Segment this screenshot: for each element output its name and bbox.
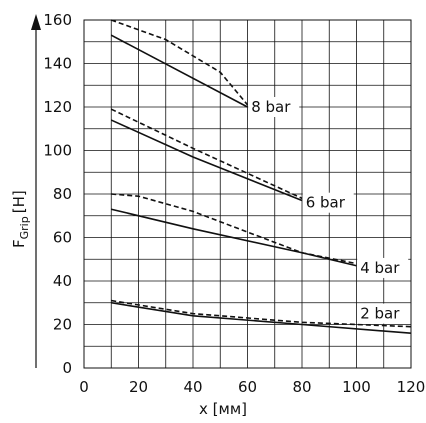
- y-axis-title-unit: [H]: [10, 190, 28, 213]
- pressure-label-bg: [248, 97, 300, 117]
- curve-2-bar-solid: [111, 301, 412, 334]
- y-axis-title: FGrip [H]: [10, 190, 31, 248]
- x-axis-title: x [мм]: [199, 400, 247, 418]
- tick-labels: 0 20 40 60 80 100 120 0 20 40 60 80 100 120 140 160: [43, 11, 425, 396]
- curves: [110, 19, 412, 334]
- pressure-label-bg: [302, 192, 354, 213]
- pressure-label: 4 bar: [357, 257, 409, 278]
- pressure-label-text: 4 bar: [360, 259, 400, 277]
- y-tick-label: 20: [53, 316, 72, 334]
- curve-4-bar-dashed: [111, 193, 357, 265]
- x-tick-label: 120: [397, 378, 426, 396]
- y-tick-label: 80: [53, 185, 72, 203]
- y-tick-label: 120: [43, 98, 72, 116]
- y-tick-label: 40: [53, 272, 72, 290]
- x-tick-label: 20: [129, 378, 148, 396]
- pressure-label-bg: [357, 303, 409, 324]
- pressure-labels: 8 bar 6 bar 4 bar 2 bar: [248, 97, 409, 324]
- y-axis-title-sub: Grip: [18, 216, 31, 239]
- pressure-label: 2 bar: [357, 303, 409, 324]
- y-tick-label: 0: [62, 359, 72, 377]
- pressure-label-text: 2 bar: [360, 305, 400, 323]
- pressure-label: 6 bar: [302, 192, 354, 213]
- y-tick-label: 160: [43, 11, 72, 29]
- pressure-label-text: 6 bar: [306, 194, 346, 212]
- curve-8-bar-dashed: [110, 19, 249, 106]
- curve-2-bar-dashed: [111, 299, 412, 328]
- x-tick-label: 0: [79, 378, 89, 396]
- x-tick-label: 40: [183, 378, 202, 396]
- curve-4-bar-solid: [111, 208, 357, 267]
- y-axis-title-main: F: [10, 239, 28, 248]
- x-tick-label: 100: [342, 378, 371, 396]
- y-axis-arrow: [31, 14, 41, 368]
- y-tick-label: 60: [53, 229, 72, 247]
- x-tick-label: 80: [292, 378, 311, 396]
- pressure-label-bg: [357, 257, 409, 278]
- pressure-label-text: 8 bar: [251, 98, 291, 116]
- x-tick-label: 60: [238, 378, 257, 396]
- curve-6-bar-dashed: [110, 108, 303, 200]
- pressure-label: 8 bar: [248, 97, 300, 117]
- grid-lines: [84, 20, 411, 368]
- curve-6-bar-solid: [110, 119, 303, 202]
- plot-frame: [83, 19, 412, 369]
- y-tick-label: 140: [43, 55, 72, 73]
- curve-8-bar-solid: [110, 34, 248, 108]
- y-tick-label: 100: [43, 142, 72, 160]
